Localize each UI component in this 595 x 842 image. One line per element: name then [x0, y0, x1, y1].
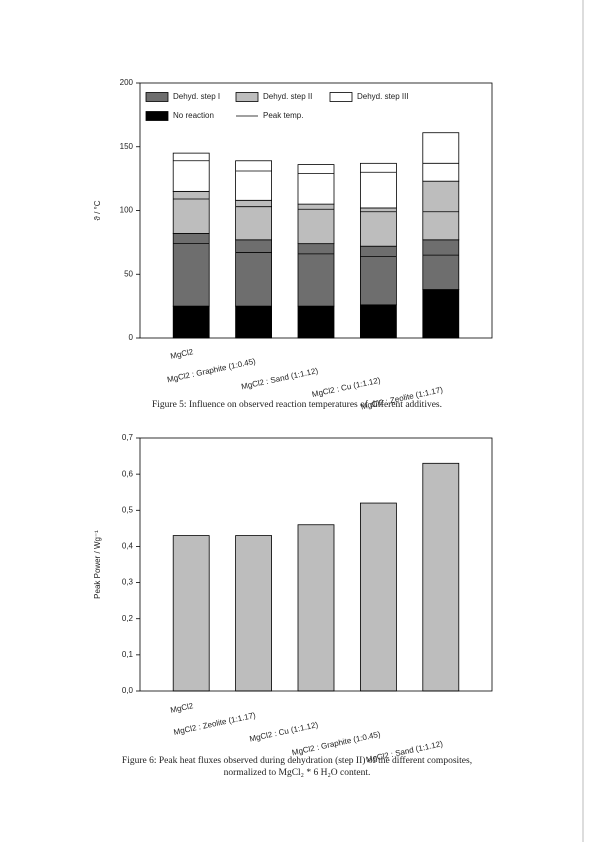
- legend-label: Peak temp.: [263, 111, 303, 120]
- legend-label: Dehyd. step III: [357, 92, 409, 101]
- legend-swatch: [145, 111, 169, 121]
- bar-segment: [172, 305, 210, 339]
- bar-segment: [172, 233, 210, 307]
- y-tick-label: 0,7: [122, 433, 134, 442]
- bar: [235, 535, 273, 692]
- y-tick-label: 200: [120, 78, 134, 87]
- y-tick-label: 150: [120, 142, 134, 151]
- legend-label: Dehyd. step II: [263, 92, 312, 101]
- bar-segment: [235, 239, 273, 307]
- legend-swatch: [329, 92, 353, 102]
- y-tick-label: 50: [124, 269, 133, 278]
- y-tick-label: 0,6: [122, 469, 134, 478]
- figure-caption: Figure 6: Peak heat fluxes observed duri…: [122, 755, 472, 766]
- bar-segment: [172, 152, 210, 192]
- bar-segment: [359, 245, 397, 306]
- y-tick-label: 0: [129, 333, 134, 342]
- y-tick-label: 100: [120, 206, 134, 215]
- y-tick-label: 0,3: [122, 578, 134, 587]
- bar-segment: [297, 203, 335, 245]
- y-tick-label: 0,0: [122, 686, 134, 695]
- bar-segment: [235, 199, 273, 241]
- bar-segment: [359, 162, 397, 209]
- bar-segment: [172, 190, 210, 234]
- bar: [422, 462, 460, 692]
- bar-segment: [422, 132, 460, 182]
- legend-label: Dehyd. step I: [173, 92, 220, 101]
- bar-segment: [235, 160, 273, 201]
- plot-frame: [139, 82, 493, 339]
- y-axis-label: ϑ / °C: [93, 200, 102, 220]
- y-axis-label: Peak Power / Wg⁻¹: [93, 530, 102, 599]
- bar-segment: [297, 305, 335, 339]
- bar: [359, 502, 397, 692]
- y-tick-label: 0,1: [122, 650, 134, 659]
- y-tick-label: 0,4: [122, 542, 134, 551]
- y-tick-label: 0,2: [122, 614, 134, 623]
- bar-segment: [297, 164, 335, 205]
- bar: [172, 535, 210, 692]
- bar: [297, 524, 335, 692]
- y-tick-label: 0,5: [122, 505, 134, 514]
- legend-swatch: [145, 92, 169, 102]
- plot-frame: [139, 437, 493, 692]
- bar-segment: [235, 305, 273, 339]
- bar-segment: [422, 289, 460, 339]
- bar-segment: [359, 207, 397, 247]
- figure-caption: normalized to MgCl₂ * 6 H₂O content.: [224, 768, 371, 778]
- figure-caption: Figure 5: Influence on observed reaction…: [152, 399, 442, 410]
- legend-swatch: [235, 92, 259, 102]
- bar-segment: [422, 180, 460, 241]
- bar-segment: [297, 243, 335, 307]
- legend-label: No reaction: [173, 111, 214, 120]
- bar-segment: [422, 239, 460, 290]
- bar-segment: [359, 304, 397, 339]
